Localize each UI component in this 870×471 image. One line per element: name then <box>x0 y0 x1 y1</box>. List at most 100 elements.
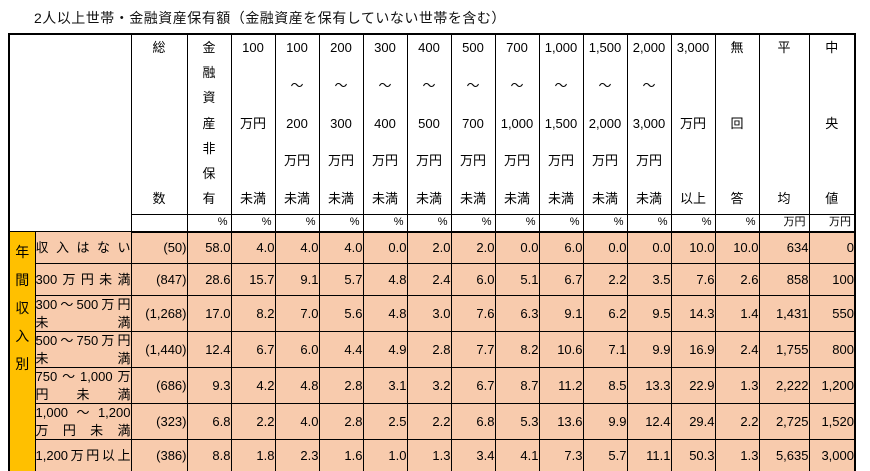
value-cell: 6.7 <box>230 331 276 369</box>
unit-cell: % <box>318 213 364 233</box>
table-row: 500～750万円 未満 (1,440) 12.4 6.7 6.0 4.4 4.9 2.8 7.… <box>9 331 856 369</box>
unit-cell: % <box>538 213 584 233</box>
value-cell: 3.0 <box>406 294 452 333</box>
value-cell: 0.0 <box>494 231 540 264</box>
value-cell: 100 <box>808 263 856 296</box>
value-cell: 800 <box>808 331 856 369</box>
value-cell: 2.5 <box>362 403 408 441</box>
column-header: 無回答 <box>714 33 760 215</box>
value-cell: 6.8 <box>186 403 232 441</box>
value-cell: 0 <box>808 231 856 264</box>
value-cell: 6.0 <box>274 331 320 369</box>
table-body: 年間収入別収入はない (50) 58.0 4.0 4.0 4.0 0.0 2.0 2.0 0.0 6… <box>8 230 856 471</box>
value-cell: 9.1 <box>274 263 320 296</box>
value-cell: 9.1 <box>538 294 584 333</box>
column-header: 300 ～ 400 万円 未満 <box>362 33 408 215</box>
value-cell: 2.0 <box>406 231 452 264</box>
value-cell: 1.4 <box>714 294 760 333</box>
table-row: 300～500万円 未満 (1,268) 17.0 8.2 7.0 5.6 4.8 3.0 7.… <box>9 294 856 333</box>
value-cell: 1.0 <box>362 439 408 471</box>
column-header: 500 ～ 700 万円 未満 <box>450 33 496 215</box>
value-cell: 3,000 <box>808 439 856 471</box>
value-cell: 4.0 <box>230 231 276 264</box>
value-cell: 1.8 <box>230 439 276 471</box>
value-cell: 7.0 <box>274 294 320 333</box>
column-header: 3,000 万円 以上 <box>670 33 716 215</box>
value-cell: 6.2 <box>582 294 628 333</box>
value-cell: 0.0 <box>626 231 672 264</box>
value-cell: 10.0 <box>670 231 716 264</box>
unit-cell: % <box>186 213 232 233</box>
unit-cell: 万円 <box>758 213 810 233</box>
value-cell: 50.3 <box>670 439 716 471</box>
value-cell: 1,520 <box>808 403 856 441</box>
value-cell: 7.1 <box>582 331 628 369</box>
value-cell: (847) <box>130 263 188 296</box>
value-cell: 2.2 <box>230 403 276 441</box>
value-cell: 3.4 <box>450 439 496 471</box>
unit-cell: % <box>450 213 496 233</box>
value-cell: 6.0 <box>538 231 584 264</box>
column-header: 100 万円 未満 <box>230 33 276 215</box>
value-cell: 550 <box>808 294 856 333</box>
value-cell: 7.6 <box>450 294 496 333</box>
row-group-label: 年間収入別 <box>8 230 36 471</box>
value-cell: 4.1 <box>494 439 540 471</box>
unit-cell: 万円 <box>808 213 856 233</box>
value-cell: 2.2 <box>406 403 452 441</box>
value-cell: 4.2 <box>230 367 276 405</box>
value-cell: 3.5 <box>626 263 672 296</box>
value-cell: 5.7 <box>582 439 628 471</box>
column-header: 700 ～ 1,000 万円 未満 <box>494 33 540 215</box>
value-cell: 5.3 <box>494 403 540 441</box>
table-row: 750～1,000万 円未満 (686) 9.3 4.2 4.8 2.8 3.1 3.2 6.7… <box>9 367 856 405</box>
column-header: 2,000 ～ 3,000 万円 未満 <box>626 33 672 215</box>
value-cell: 9.9 <box>626 331 672 369</box>
value-cell: 2,725 <box>758 403 810 441</box>
value-cell: 4.8 <box>362 263 408 296</box>
value-cell: 10.6 <box>538 331 584 369</box>
value-cell: 4.8 <box>362 294 408 333</box>
unit-cell: % <box>406 213 452 233</box>
header-row: 総数金融資産非保有 100 万円 未満 100 ～ 200 万円 未満 200 ～ 300 万円 未満 30… <box>8 33 856 232</box>
value-cell: 14.3 <box>670 294 716 333</box>
value-cell: 6.3 <box>494 294 540 333</box>
value-cell: 9.9 <box>582 403 628 441</box>
column-header: 総数 <box>130 33 188 215</box>
value-cell: 0.0 <box>582 231 628 264</box>
value-cell: 13.6 <box>538 403 584 441</box>
value-cell: 2.4 <box>406 263 452 296</box>
value-cell: 13.3 <box>626 367 672 405</box>
value-cell: 2.2 <box>582 263 628 296</box>
value-cell: 2.0 <box>450 231 496 264</box>
row-label: 750～1,000万 円未満 <box>34 367 132 405</box>
column-header: 400 ～ 500 万円 未満 <box>406 33 452 215</box>
column-header: 100 ～ 200 万円 未満 <box>274 33 320 215</box>
value-cell: 17.0 <box>186 294 232 333</box>
row-label: 1,000～1,200 万円未満 <box>34 403 132 441</box>
value-cell: (50) <box>130 231 188 264</box>
value-cell: (1,268) <box>130 294 188 333</box>
value-cell: 2.2 <box>714 403 760 441</box>
value-cell: 3.1 <box>362 367 408 405</box>
value-cell: 6.8 <box>450 403 496 441</box>
page-title: 2人以上世帯・金融資産保有額（金融資産を保有していない世帯を含む） <box>34 10 506 26</box>
value-cell: 8.5 <box>582 367 628 405</box>
column-header: 1,500 ～ 2,000 万円 未満 <box>582 33 628 215</box>
value-cell: 4.8 <box>274 367 320 405</box>
table-row: 1,200万円以上 (386) 8.8 1.8 2.3 1.6 1.0 1.3 3.4 4.1 7.… <box>9 439 856 471</box>
value-cell: 1,755 <box>758 331 810 369</box>
unit-cell: % <box>714 213 760 233</box>
value-cell: 2.4 <box>714 331 760 369</box>
value-cell: 3.2 <box>406 367 452 405</box>
value-cell: 15.7 <box>230 263 276 296</box>
value-cell: 2.8 <box>318 367 364 405</box>
value-cell: 7.7 <box>450 331 496 369</box>
row-label: 1,200万円以上 <box>34 439 132 471</box>
value-cell: 2.8 <box>406 331 452 369</box>
table-row: 300万円未満 (847) 28.6 15.7 9.1 5.7 4.8 2.4 6.0 5.1 6.… <box>9 263 856 296</box>
value-cell: 8.7 <box>494 367 540 405</box>
unit-cell: % <box>362 213 408 233</box>
value-cell: 2.3 <box>274 439 320 471</box>
